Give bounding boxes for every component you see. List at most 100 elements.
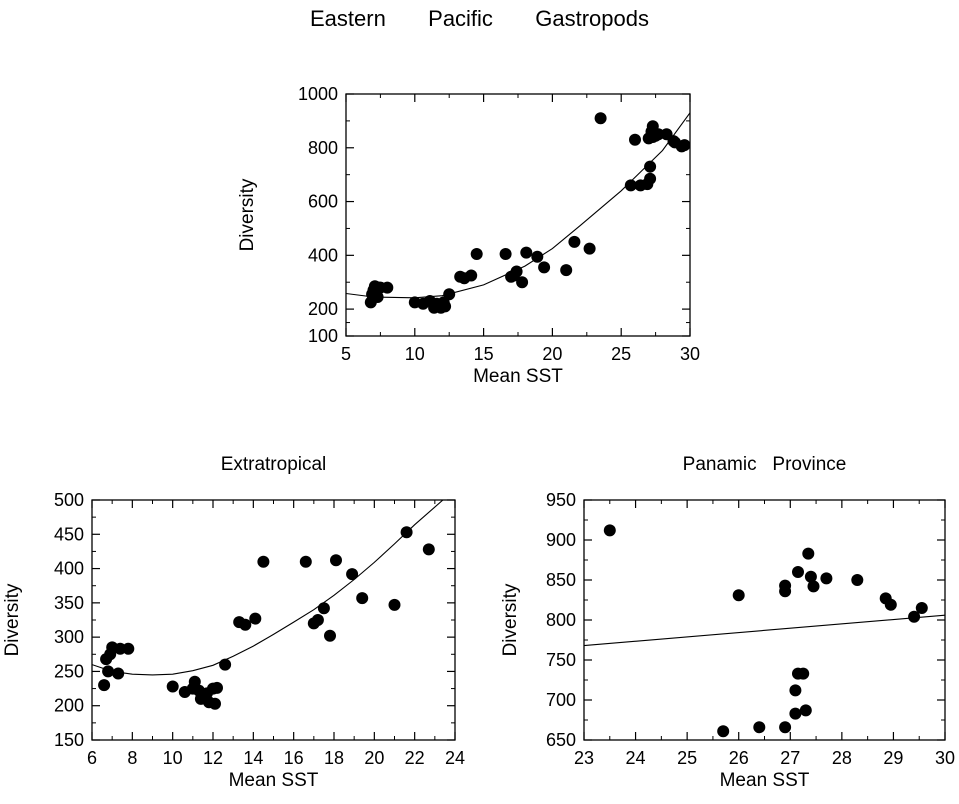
x-tick-label: 20: [542, 344, 562, 364]
data-point: [779, 585, 792, 598]
data-point: [644, 160, 657, 173]
data-point: [908, 610, 921, 623]
y-tick-label: 250: [54, 661, 84, 681]
y-tick-label: 350: [54, 593, 84, 613]
main-title: Eastern Pacific Gastropods: [309, 6, 650, 31]
data-point: [219, 658, 232, 671]
data-point: [644, 172, 657, 185]
x-tick-label: 6: [87, 748, 97, 768]
data-point: [388, 598, 401, 611]
chart-panamic-province: 23 24 25 26 27 28 29 30 650 700 750 800 850 900 950 Mea…: [500, 454, 955, 791]
data-point: [802, 547, 815, 560]
x-tick-label: 30: [680, 344, 700, 364]
x-tick-label: 12: [203, 748, 223, 768]
x-tick-label: 20: [364, 748, 384, 768]
data-point: [884, 598, 897, 611]
data-point: [789, 707, 802, 720]
x-tick-label: 22: [405, 748, 425, 768]
x-tick-label: 24: [626, 748, 646, 768]
fit-line: [346, 112, 690, 299]
x-axis-label: Mean SST: [473, 366, 563, 387]
y-tick-label: 100: [308, 326, 338, 346]
x-tick-label: 25: [677, 748, 697, 768]
data-point: [249, 612, 262, 625]
data-point: [753, 721, 766, 734]
data-point: [804, 570, 817, 583]
y-tick-label: 500: [54, 490, 84, 510]
data-point: [807, 580, 820, 593]
data-point: [324, 629, 336, 642]
data-point: [211, 681, 223, 694]
x-tick-label: 10: [405, 344, 425, 364]
data-point: [583, 242, 596, 255]
data-point: [499, 248, 512, 260]
plot-frame: [91, 499, 456, 741]
data-point: [465, 269, 478, 282]
data-point: [531, 250, 544, 263]
panel-title: Panamic Province: [683, 454, 847, 475]
x-tick-label: 18: [324, 748, 344, 768]
panel-title: Extratropical: [221, 454, 327, 475]
x-tick-label: 25: [611, 344, 631, 364]
y-tick-label: 1000: [298, 84, 338, 104]
data-point: [779, 721, 792, 734]
y-tick-label: 600: [308, 192, 338, 212]
y-tick-label: 950: [546, 490, 576, 510]
x-tick-label: 30: [935, 748, 955, 768]
data-point: [317, 602, 330, 615]
data-point: [520, 246, 533, 259]
data-point: [443, 288, 456, 301]
data-point: [538, 261, 551, 274]
data-point: [346, 568, 359, 581]
data-point: [603, 524, 616, 537]
data-point: [209, 697, 221, 710]
data-point: [371, 291, 384, 303]
y-tick-label: 200: [54, 696, 84, 716]
data-point: [112, 667, 125, 680]
data-point: [257, 555, 270, 568]
x-axis-label: Mean SST: [720, 770, 810, 791]
y-tick-label: 750: [546, 650, 576, 670]
data-point: [594, 112, 607, 125]
y-tick-label: 400: [308, 245, 338, 265]
data-point: [166, 680, 179, 693]
x-tick-label: 27: [780, 748, 800, 768]
data-point: [568, 235, 581, 248]
y-tick-label: 700: [546, 690, 576, 710]
x-tick-label: 24: [445, 748, 465, 768]
data-point: [820, 572, 833, 585]
data-point: [122, 642, 135, 655]
data-point: [311, 614, 324, 626]
fit-line: [92, 500, 444, 676]
data-point: [381, 281, 394, 294]
data-point: [789, 684, 802, 697]
data-point: [102, 665, 115, 678]
data-point: [629, 133, 641, 146]
x-tick-label: 28: [832, 748, 852, 768]
data-point: [356, 592, 369, 605]
y-axis-label: Diversity: [500, 583, 521, 656]
data-point: [560, 264, 573, 277]
data-point: [330, 554, 342, 567]
x-tick-label: 16: [284, 748, 304, 768]
data-point: [799, 704, 812, 717]
y-tick-label: 850: [546, 570, 576, 590]
x-axis-label: Mean SST: [229, 770, 319, 791]
fit-line: [584, 614, 945, 647]
y-axis-label: Diversity: [237, 178, 258, 251]
x-tick-label: 23: [574, 748, 594, 768]
y-tick-label: 450: [54, 524, 84, 544]
y-axis-label: Diversity: [2, 583, 23, 656]
data-point: [624, 179, 637, 192]
chart-all-sst: 5 10 15 20 25 30 100 200 400 600 800 1000 Mean SST Di…: [237, 84, 700, 387]
y-tick-label: 150: [54, 730, 84, 750]
chart-extratropical: 6 8 10 12 14 16 18 20 22 24 150 200 250 300 350 400 450 5…: [2, 454, 465, 791]
data-point: [299, 555, 312, 568]
data-point: [470, 248, 483, 260]
y-tick-label: 200: [308, 299, 338, 319]
y-tick-label: 300: [54, 627, 84, 647]
y-tick-label: 400: [54, 559, 84, 579]
x-tick-label: 29: [883, 748, 903, 768]
data-point: [510, 265, 523, 278]
data-point: [400, 526, 413, 539]
